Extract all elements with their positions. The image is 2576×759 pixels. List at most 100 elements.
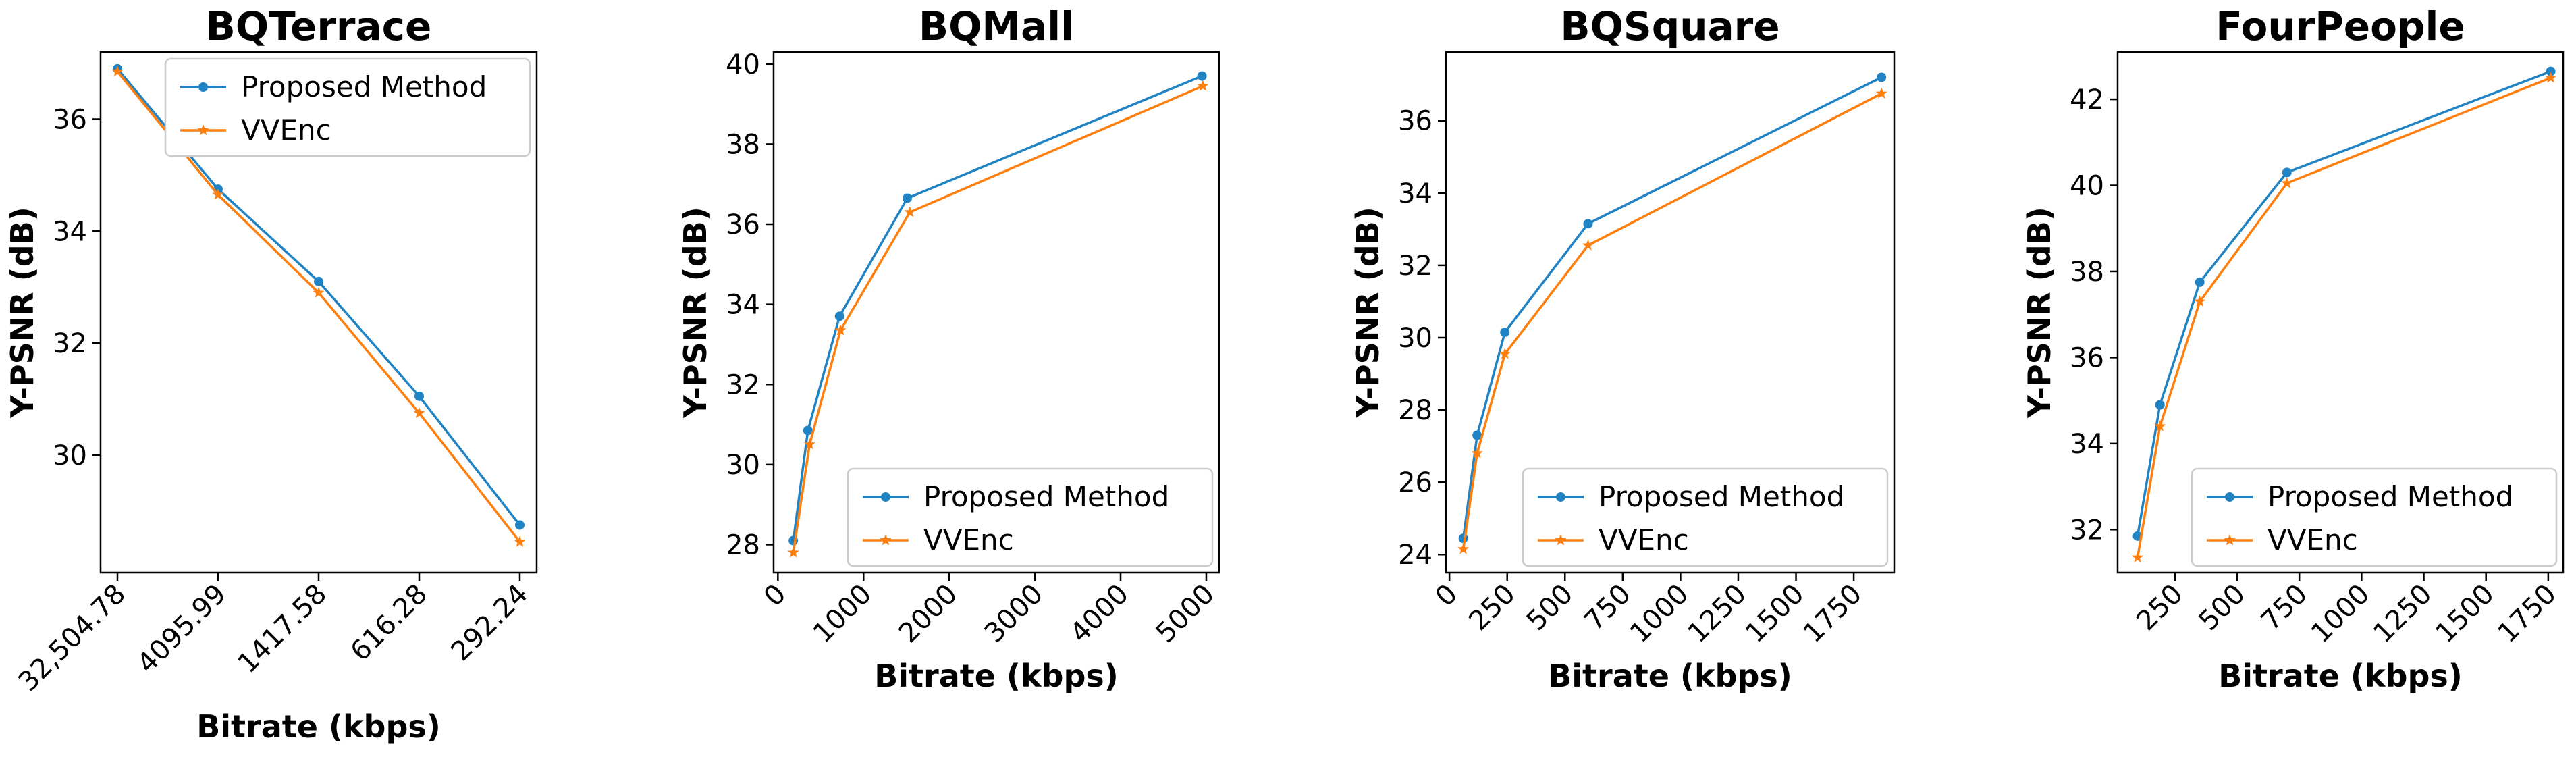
legend-box — [2191, 467, 2558, 567]
subplot-bqterrace: BQTerrace 30 32 34 36 32,504.78 4095.99 1417.58… — [4, 3, 538, 745]
y-tick-label: 34 — [1398, 178, 1432, 209]
data-point-proposed — [834, 311, 844, 321]
y-tick-label: 32 — [53, 328, 87, 359]
x-axis-label: Bitrate (kbps) — [1548, 658, 1792, 694]
x-tick-label: 616.28 — [345, 579, 433, 667]
x-tick-label: 0 — [758, 579, 793, 613]
data-point-vvenc — [111, 66, 124, 77]
data-point-vvenc — [1471, 447, 1483, 459]
data-point-vvenc — [1875, 87, 1887, 99]
legend: Proposed Method VVEnc — [2191, 467, 2558, 567]
chart-title: BQTerrace — [206, 3, 432, 49]
legend-label: VVEnc — [1599, 523, 1689, 556]
data-point-vvenc — [2281, 177, 2293, 188]
data-point-vvenc — [1582, 239, 1594, 251]
x-tick-label: 1500 — [1740, 579, 1810, 650]
data-point-proposed — [414, 391, 424, 401]
x-tick-label: 4000 — [1065, 579, 1135, 650]
x-tick-label: 1250 — [1682, 579, 1753, 650]
legend-label: Proposed Method — [2268, 480, 2513, 513]
x-tick-label: 1250 — [2367, 579, 2438, 650]
legend: Proposed Method VVEnc — [1522, 467, 1889, 567]
y-tick-label: 30 — [53, 440, 87, 471]
legend-marker-circle — [198, 82, 208, 92]
legend-marker-star — [2224, 534, 2236, 546]
x-tick-label: 500 — [2193, 579, 2252, 637]
x-tick-label: 32,504.78 — [13, 579, 132, 698]
y-tick-label: 42 — [2070, 84, 2104, 115]
data-point-vvenc — [803, 438, 815, 450]
y-tick-label: 24 — [1398, 540, 1432, 571]
y-tick-label: 38 — [2070, 257, 2104, 288]
x-tick-label: 2000 — [893, 579, 964, 650]
legend-marker-star — [880, 534, 892, 546]
x-tick-label: 292.24 — [446, 579, 534, 667]
data-point-vvenc — [787, 546, 799, 558]
data-point-proposed — [803, 425, 813, 436]
x-axis-label: Bitrate (kbps) — [2218, 658, 2463, 694]
x-tick-label: 1417.58 — [232, 579, 333, 679]
data-point-vvenc — [2545, 72, 2557, 83]
x-axis-label: Bitrate (kbps) — [874, 658, 1119, 694]
legend-box — [1522, 467, 1889, 567]
plot-frame — [772, 51, 1220, 574]
legend-marker-circle — [881, 492, 890, 502]
legend-marker-star — [1555, 534, 1567, 546]
y-tick-label: 32 — [726, 369, 760, 400]
x-tick-label: 1750 — [1798, 579, 1869, 650]
legend-label: VVEnc — [2268, 523, 2358, 556]
x-tick-label: 1000 — [1624, 579, 1695, 650]
data-point-vvenc — [2154, 420, 2166, 431]
data-point-vvenc — [904, 206, 916, 217]
x-tick-label: 3000 — [979, 579, 1050, 650]
legend: Proposed Method VVEnc — [164, 57, 531, 157]
x-tick-label: 1000 — [807, 579, 878, 650]
x-tick-label: 250 — [1463, 579, 1522, 637]
data-point-proposed — [1472, 430, 1482, 440]
legend-box — [164, 57, 531, 157]
y-tick-label: 38 — [726, 129, 760, 160]
chart-title: BQSquare — [1560, 3, 1779, 49]
y-tick-label: 30 — [1398, 323, 1432, 354]
x-axis-label: Bitrate (kbps) — [196, 708, 441, 745]
legend-label: VVEnc — [241, 113, 331, 147]
legend-label: Proposed Method — [1599, 480, 1844, 513]
x-tick-label: 250 — [2130, 579, 2189, 637]
legend-marker-circle — [1556, 492, 1565, 502]
y-tick-label: 40 — [726, 49, 760, 80]
legend-marker-star — [197, 124, 209, 136]
y-axis-label: Y-PSNR (dB) — [2021, 207, 2058, 418]
x-tick-label: 500 — [1521, 579, 1580, 637]
data-point-proposed — [903, 193, 912, 203]
data-point-vvenc — [2194, 295, 2206, 307]
x-tick-label: 5000 — [1150, 579, 1221, 650]
legend-label: Proposed Method — [923, 480, 1169, 513]
y-tick-label: 36 — [53, 104, 87, 135]
data-point-vvenc — [514, 535, 526, 547]
y-tick-label: 32 — [1398, 251, 1432, 282]
y-tick-label: 40 — [2070, 171, 2104, 202]
legend-label: VVEnc — [923, 523, 1014, 556]
data-point-proposed — [2155, 400, 2165, 410]
x-tick-label: 1500 — [2430, 579, 2500, 650]
plot-frame — [2116, 51, 2565, 574]
y-axis-label: Y-PSNR (dB) — [4, 207, 41, 418]
data-point-vvenc — [2131, 551, 2144, 562]
legend-marker-circle — [2225, 492, 2234, 502]
y-tick-label: 36 — [2070, 342, 2104, 373]
data-point-vvenc — [1499, 348, 1511, 359]
data-point-vvenc — [413, 407, 425, 418]
legend-label: Proposed Method — [241, 70, 487, 103]
data-point-proposed — [314, 276, 323, 286]
y-tick-label: 26 — [1398, 467, 1432, 498]
x-tick-label: 4095.99 — [132, 579, 232, 679]
legend: Proposed Method VVEnc — [847, 467, 1214, 567]
y-tick-label: 30 — [726, 450, 760, 481]
legend-box — [847, 467, 1214, 567]
y-axis-label: Y-PSNR (dB) — [677, 207, 714, 418]
chart-title: BQMall — [919, 3, 1074, 49]
y-tick-label: 34 — [53, 216, 87, 247]
